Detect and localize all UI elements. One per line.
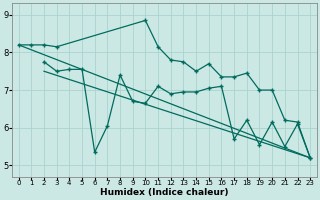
X-axis label: Humidex (Indice chaleur): Humidex (Indice chaleur) [100, 188, 229, 197]
